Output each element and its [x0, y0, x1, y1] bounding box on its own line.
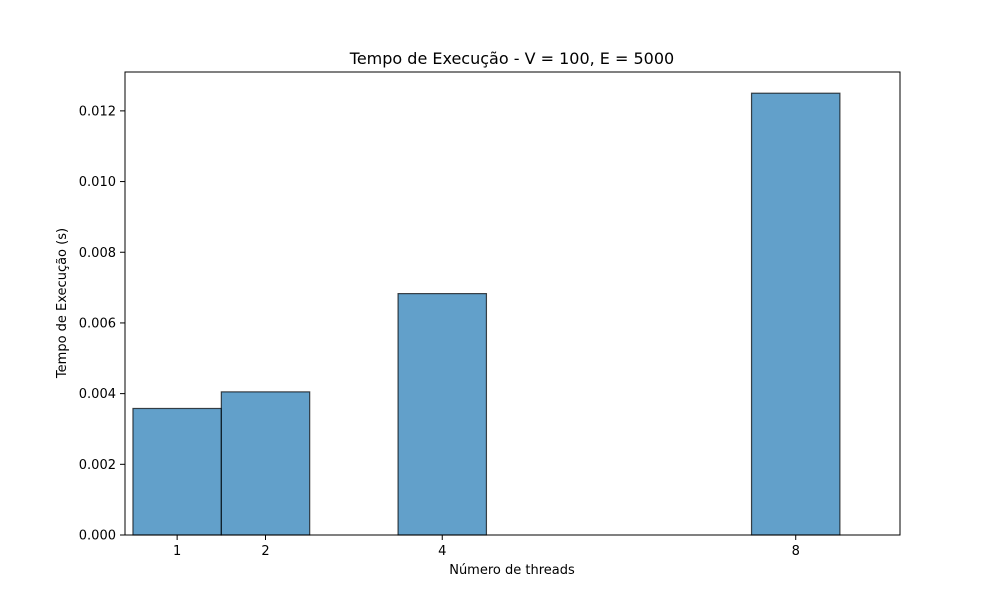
y-tick-label-0.004: 0.004	[79, 387, 116, 402]
bar-8	[750, 92, 841, 536]
y-tick-label-0.000: 0.000	[79, 529, 116, 544]
y-tick-label-0.012: 0.012	[79, 104, 116, 119]
y-tick-label-0.006: 0.006	[79, 316, 116, 331]
x-tick-label-2: 2	[261, 544, 269, 559]
y-tick-label-0.008: 0.008	[79, 246, 116, 261]
bar-1	[132, 407, 222, 536]
y-tick-label-0.010: 0.010	[79, 175, 116, 190]
bar-4	[397, 293, 488, 536]
plot-area-frame	[124, 71, 901, 536]
x-tick-label-4: 4	[438, 544, 446, 559]
bars-group	[132, 92, 841, 536]
y-axis-ticks: 0.000 0.002 0.004 0.006 0.008 0.010 0.012	[79, 104, 125, 544]
x-tick-label-1: 1	[173, 544, 181, 559]
chart-title: Tempo de Execução - V = 100, E = 5000	[349, 49, 674, 68]
x-axis-ticks: 1 2 4 8	[173, 535, 800, 559]
y-axis-label: Tempo de Execução (s)	[55, 228, 70, 379]
x-axis-label: Número de threads	[449, 563, 575, 578]
bar-2	[220, 391, 311, 536]
x-tick-label-8: 8	[792, 544, 800, 559]
y-tick-label-0.002: 0.002	[79, 458, 116, 473]
